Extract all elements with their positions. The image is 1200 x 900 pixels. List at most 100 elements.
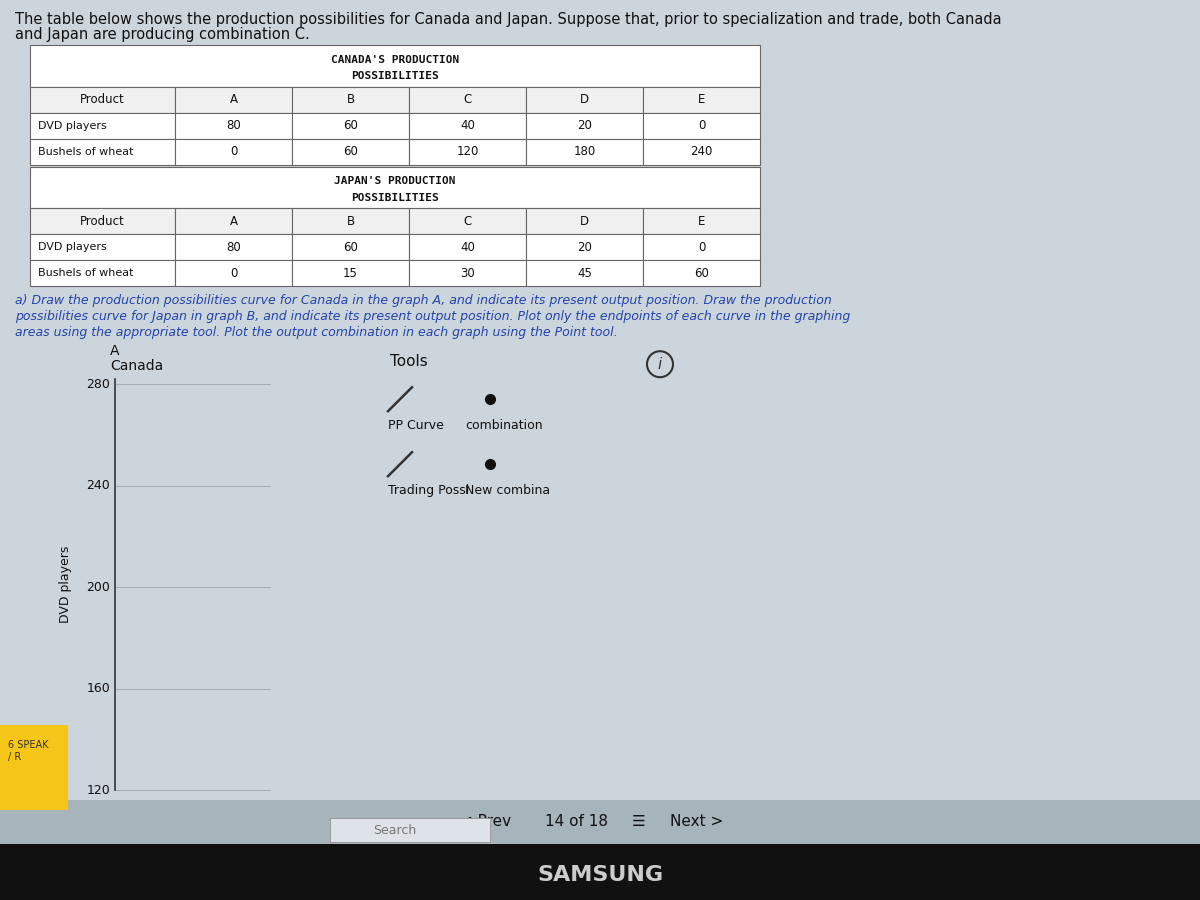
Text: 80: 80 <box>226 119 241 132</box>
Bar <box>175 208 292 234</box>
Bar <box>30 45 760 86</box>
Bar <box>409 208 526 234</box>
Text: ☰: ☰ <box>632 814 646 830</box>
Text: 20: 20 <box>577 240 592 254</box>
Bar <box>292 208 409 234</box>
Bar <box>30 139 175 165</box>
Text: 0: 0 <box>698 119 706 132</box>
Text: 60: 60 <box>343 145 358 158</box>
Text: 0: 0 <box>698 240 706 254</box>
Text: 240: 240 <box>86 479 110 492</box>
Text: C: C <box>463 215 472 228</box>
Bar <box>292 234 409 260</box>
Text: C: C <box>463 93 472 106</box>
Text: possibilities curve for Japan in graph B, and indicate its present output positi: possibilities curve for Japan in graph B… <box>14 310 851 323</box>
Bar <box>643 139 760 165</box>
Text: 15: 15 <box>343 266 358 280</box>
Bar <box>175 234 292 260</box>
Bar <box>409 112 526 139</box>
Bar <box>292 112 409 139</box>
Text: 40: 40 <box>460 240 475 254</box>
Text: POSSIBILITIES: POSSIBILITIES <box>352 193 439 202</box>
Text: 40: 40 <box>460 119 475 132</box>
Text: D: D <box>580 93 589 106</box>
Bar <box>30 208 175 234</box>
Text: 160: 160 <box>86 682 110 695</box>
Bar <box>409 139 526 165</box>
Text: a) Draw the production possibilities curve for Canada in the graph A, and indica: a) Draw the production possibilities cur… <box>14 294 832 307</box>
Text: Product: Product <box>80 93 125 106</box>
Text: Trading Possi: Trading Possi <box>388 484 469 497</box>
Text: SAMSUNG: SAMSUNG <box>536 865 664 885</box>
Text: Bushels of wheat: Bushels of wheat <box>38 147 133 157</box>
Text: A: A <box>229 215 238 228</box>
Bar <box>409 234 526 260</box>
Text: PP Curve: PP Curve <box>388 419 444 432</box>
Bar <box>643 208 760 234</box>
Text: DVD players: DVD players <box>38 121 107 130</box>
Text: New combina: New combina <box>466 484 550 497</box>
Text: B: B <box>347 93 354 106</box>
Text: 30: 30 <box>460 266 475 280</box>
Text: Tools: Tools <box>390 355 427 369</box>
Bar <box>0 844 1200 900</box>
Text: Product: Product <box>80 215 125 228</box>
Text: 280: 280 <box>86 378 110 391</box>
Bar <box>30 260 175 286</box>
Text: 45: 45 <box>577 266 592 280</box>
Bar <box>292 260 409 286</box>
Bar <box>526 234 643 260</box>
Bar <box>643 234 760 260</box>
Text: The table below shows the production possibilities for Canada and Japan. Suppose: The table below shows the production pos… <box>14 12 1002 27</box>
Text: 6 SPEAK: 6 SPEAK <box>8 740 48 750</box>
Bar <box>30 166 760 208</box>
Bar <box>175 139 292 165</box>
Text: 60: 60 <box>343 240 358 254</box>
Text: D: D <box>580 215 589 228</box>
Bar <box>292 86 409 112</box>
Bar <box>30 112 175 139</box>
Text: 20: 20 <box>577 119 592 132</box>
Text: E: E <box>698 93 706 106</box>
Bar <box>643 260 760 286</box>
Bar <box>526 208 643 234</box>
Text: Next >: Next > <box>670 814 724 830</box>
Text: B: B <box>347 215 354 228</box>
Bar <box>526 112 643 139</box>
Bar <box>526 86 643 112</box>
Text: / R: / R <box>8 752 22 762</box>
Text: areas using the appropriate tool. Plot the output combination in each graph usin: areas using the appropriate tool. Plot t… <box>14 326 618 339</box>
Bar <box>30 86 175 112</box>
Bar <box>292 139 409 165</box>
Text: i: i <box>658 356 662 372</box>
Bar <box>175 86 292 112</box>
Text: A: A <box>229 93 238 106</box>
Text: 200: 200 <box>86 580 110 594</box>
Text: DVD players: DVD players <box>38 242 107 252</box>
Bar <box>0 725 68 810</box>
Bar <box>526 260 643 286</box>
Text: POSSIBILITIES: POSSIBILITIES <box>352 71 439 81</box>
Text: JAPAN'S PRODUCTION: JAPAN'S PRODUCTION <box>335 176 456 186</box>
Text: CANADA'S PRODUCTION: CANADA'S PRODUCTION <box>331 55 460 65</box>
Text: DVD players: DVD players <box>59 546 72 624</box>
Bar <box>0 800 1200 845</box>
Text: Search: Search <box>373 824 416 836</box>
Text: combination: combination <box>466 419 542 432</box>
Bar <box>643 86 760 112</box>
Text: 180: 180 <box>574 145 595 158</box>
Bar <box>30 234 175 260</box>
Text: < Prev: < Prev <box>460 814 511 830</box>
Text: 120: 120 <box>86 784 110 796</box>
Text: A: A <box>110 344 120 358</box>
Text: 60: 60 <box>343 119 358 132</box>
Text: Canada: Canada <box>110 359 163 374</box>
Bar <box>409 86 526 112</box>
Text: 60: 60 <box>694 266 709 280</box>
Bar <box>175 112 292 139</box>
Bar <box>643 112 760 139</box>
Text: 80: 80 <box>226 240 241 254</box>
Text: 120: 120 <box>456 145 479 158</box>
Text: 0: 0 <box>230 266 238 280</box>
Text: and Japan are producing combination C.: and Japan are producing combination C. <box>14 27 310 42</box>
